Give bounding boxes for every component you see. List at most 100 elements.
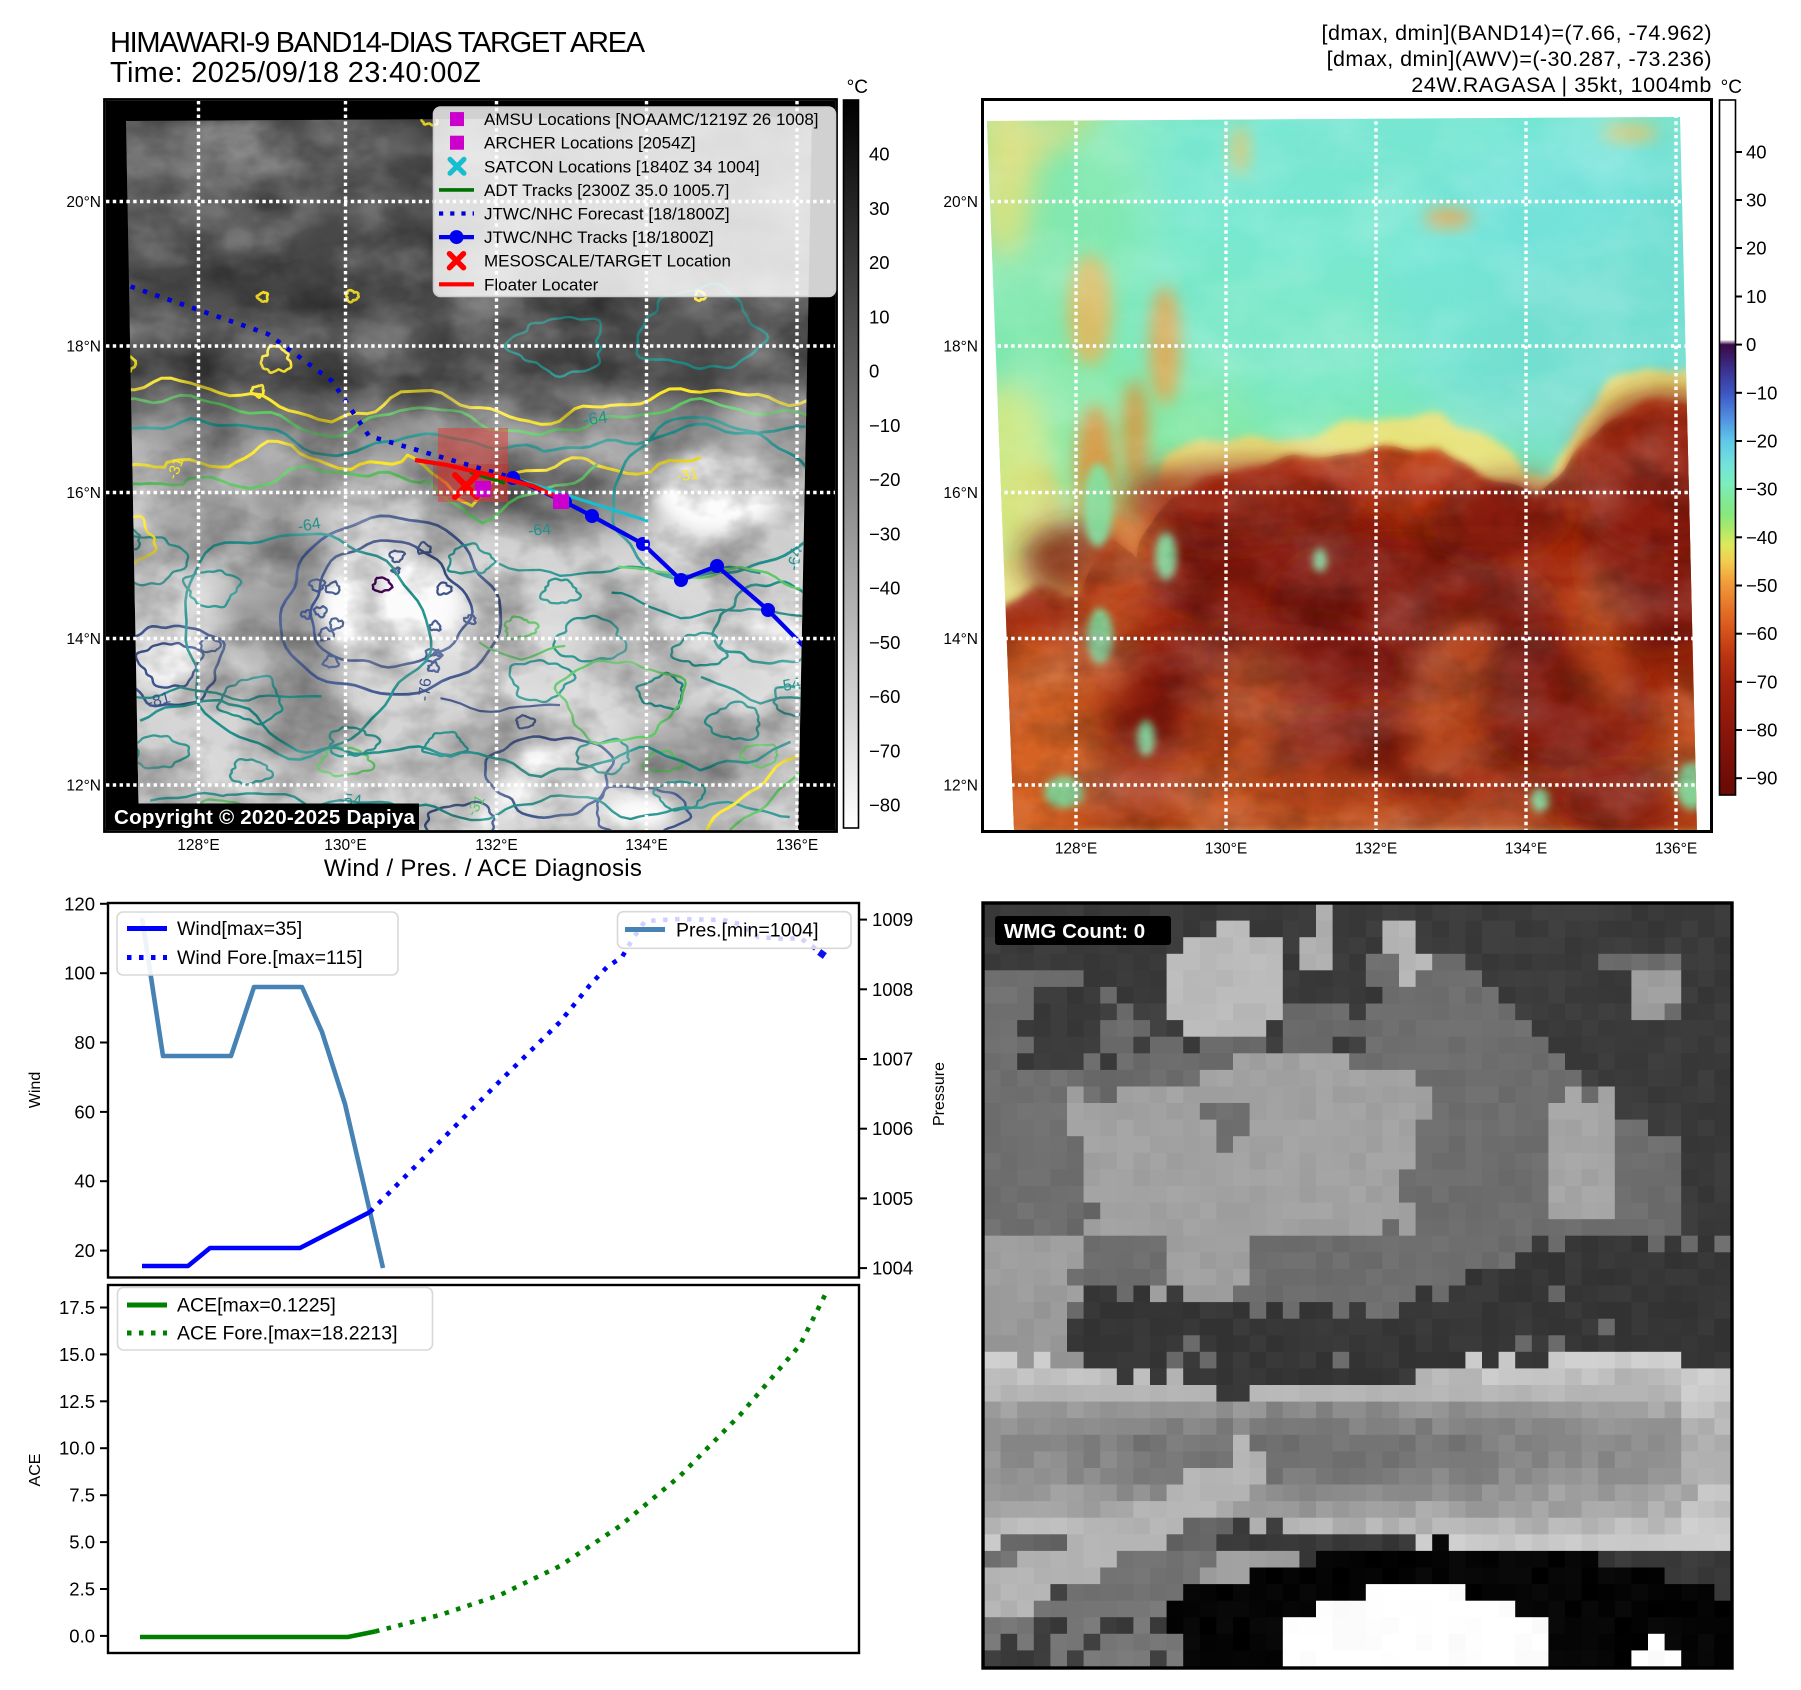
svg-text:HIMAWARI-9 BAND14-DIAS TARGET: HIMAWARI-9 BAND14-DIAS TARGET AREA [110, 27, 646, 59]
svg-text:ACE: ACE [27, 1454, 44, 1487]
svg-text:Floater Locater: Floater Locater [484, 275, 599, 294]
svg-text:20: 20 [1746, 238, 1767, 259]
svg-text:−80: −80 [869, 795, 900, 816]
svg-text:16°N: 16°N [66, 485, 101, 502]
svg-text:1004: 1004 [872, 1258, 913, 1279]
svg-text:18°N: 18°N [943, 339, 978, 356]
svg-text:1005: 1005 [872, 1188, 913, 1209]
svg-text:134°E: 134°E [625, 837, 667, 854]
svg-text:2.5: 2.5 [69, 1579, 95, 1600]
svg-text:10: 10 [1746, 286, 1767, 307]
svg-text:−90: −90 [1746, 768, 1777, 789]
svg-text:128°E: 128°E [1055, 841, 1097, 858]
svg-text:12°N: 12°N [943, 778, 978, 795]
svg-text:°C: °C [1721, 77, 1742, 98]
svg-text:−10: −10 [1746, 382, 1777, 403]
svg-text:[dmax, dmin](AWV)=(-30.287, -7: [dmax, dmin](AWV)=(-30.287, -73.236) [1327, 47, 1712, 71]
svg-text:-64: -64 [582, 407, 609, 429]
svg-text:12.5: 12.5 [59, 1391, 95, 1412]
svg-text:−70: −70 [869, 740, 900, 761]
svg-text:1007: 1007 [872, 1049, 913, 1070]
svg-text:1006: 1006 [872, 1118, 913, 1139]
svg-text:40: 40 [1746, 142, 1767, 163]
svg-text:ADT Tracks [2300Z 35.0 1005.7]: ADT Tracks [2300Z 35.0 1005.7] [484, 181, 729, 200]
svg-text:0: 0 [869, 361, 879, 382]
svg-text:18°N: 18°N [66, 339, 101, 356]
svg-text:WMG Count: 0: WMG Count: 0 [1004, 920, 1145, 943]
svg-text:20: 20 [869, 252, 890, 273]
svg-text:-76: -76 [416, 677, 435, 702]
svg-text:12°N: 12°N [66, 778, 101, 795]
svg-text:60: 60 [74, 1101, 95, 1122]
svg-text:−70: −70 [1746, 671, 1777, 692]
svg-text:−50: −50 [869, 632, 900, 653]
svg-text:-31: -31 [164, 455, 187, 481]
svg-text:20°N: 20°N [943, 194, 978, 211]
svg-text:−60: −60 [869, 686, 900, 707]
svg-text:−40: −40 [869, 578, 900, 599]
svg-text:134°E: 134°E [1505, 841, 1547, 858]
svg-text:128°E: 128°E [177, 837, 219, 854]
svg-text:−50: −50 [1746, 575, 1777, 596]
svg-text:16°N: 16°N [943, 485, 978, 502]
svg-text:0.0: 0.0 [69, 1625, 95, 1646]
svg-text:14°N: 14°N [66, 631, 101, 648]
svg-text:136°E: 136°E [1655, 841, 1697, 858]
svg-text:80: 80 [74, 1032, 95, 1053]
svg-text:130°E: 130°E [1205, 841, 1247, 858]
svg-text:ACE[max=0.1225]: ACE[max=0.1225] [177, 1295, 336, 1317]
svg-text:−80: −80 [1746, 720, 1777, 741]
svg-text:−30: −30 [1746, 479, 1777, 500]
svg-text:-64: -64 [296, 515, 322, 536]
svg-text:Copyright © 2020-2025 Dapiya: Copyright © 2020-2025 Dapiya [114, 806, 416, 829]
svg-text:[dmax, dmin](BAND14)=(7.66, -7: [dmax, dmin](BAND14)=(7.66, -74.962) [1322, 21, 1712, 45]
svg-text:ACE Fore.[max=18.2213]: ACE Fore.[max=18.2213] [177, 1323, 398, 1345]
svg-text:1008: 1008 [872, 979, 913, 1000]
svg-text:MESOSCALE/TARGET Location: MESOSCALE/TARGET Location [484, 252, 731, 271]
svg-text:40: 40 [74, 1171, 95, 1192]
svg-text:-31: -31 [675, 466, 699, 486]
svg-text:−20: −20 [1746, 431, 1777, 452]
svg-text:0: 0 [1746, 334, 1756, 355]
svg-text:132°E: 132°E [475, 837, 517, 854]
svg-text:24W.RAGASA | 35kt, 1004mb: 24W.RAGASA | 35kt, 1004mb [1411, 73, 1712, 97]
svg-text:Wind: Wind [27, 1072, 44, 1108]
svg-text:−20: −20 [869, 469, 900, 490]
svg-text:20: 20 [74, 1240, 95, 1261]
svg-text:-64: -64 [527, 521, 552, 540]
svg-text:Time: 2025/09/18 23:40:00Z: Time: 2025/09/18 23:40:00Z [110, 57, 481, 89]
svg-text:15.0: 15.0 [59, 1344, 95, 1365]
svg-text:−10: −10 [869, 415, 900, 436]
svg-text:132°E: 132°E [1355, 841, 1397, 858]
svg-text:30: 30 [1746, 190, 1767, 211]
svg-text:30: 30 [869, 198, 890, 219]
svg-text:Pressure: Pressure [931, 1062, 948, 1126]
svg-text:−30: −30 [869, 523, 900, 544]
svg-text:JTWC/NHC Tracks [18/1800Z]: JTWC/NHC Tracks [18/1800Z] [484, 228, 714, 247]
svg-text:SATCON Locations [1840Z 34 100: SATCON Locations [1840Z 34 1004] [484, 157, 760, 176]
svg-text:°C: °C [847, 77, 868, 98]
svg-text:10: 10 [869, 306, 890, 327]
svg-text:Wind / Pres. / ACE Diagnosis: Wind / Pres. / ACE Diagnosis [324, 855, 642, 882]
svg-text:7.5: 7.5 [69, 1485, 95, 1506]
svg-text:-81: -81 [145, 689, 172, 711]
svg-text:14°N: 14°N [943, 631, 978, 648]
svg-text:Pres.[min=1004]: Pres.[min=1004] [676, 920, 819, 942]
svg-text:17.5: 17.5 [59, 1297, 95, 1318]
svg-text:Wind Fore.[max=115]: Wind Fore.[max=115] [177, 947, 363, 969]
svg-text:AMSU Locations [NOAAMC/1219Z 2: AMSU Locations [NOAAMC/1219Z 26 1008] [484, 110, 819, 129]
svg-text:40: 40 [869, 144, 890, 165]
svg-text:Wind[max=35]: Wind[max=35] [177, 918, 302, 940]
svg-text:20°N: 20°N [66, 194, 101, 211]
svg-text:5.0: 5.0 [69, 1532, 95, 1553]
svg-text:1009: 1009 [872, 909, 913, 930]
svg-text:−40: −40 [1746, 527, 1777, 548]
svg-text:136°E: 136°E [776, 837, 818, 854]
svg-text:ARCHER Locations [2054Z]: ARCHER Locations [2054Z] [484, 134, 696, 153]
svg-text:JTWC/NHC Forecast [18/1800Z]: JTWC/NHC Forecast [18/1800Z] [484, 205, 730, 224]
svg-text:130°E: 130°E [324, 837, 366, 854]
svg-text:10.0: 10.0 [59, 1438, 95, 1459]
svg-text:120: 120 [64, 893, 95, 914]
svg-text:−60: −60 [1746, 623, 1777, 644]
svg-text:100: 100 [64, 963, 95, 984]
